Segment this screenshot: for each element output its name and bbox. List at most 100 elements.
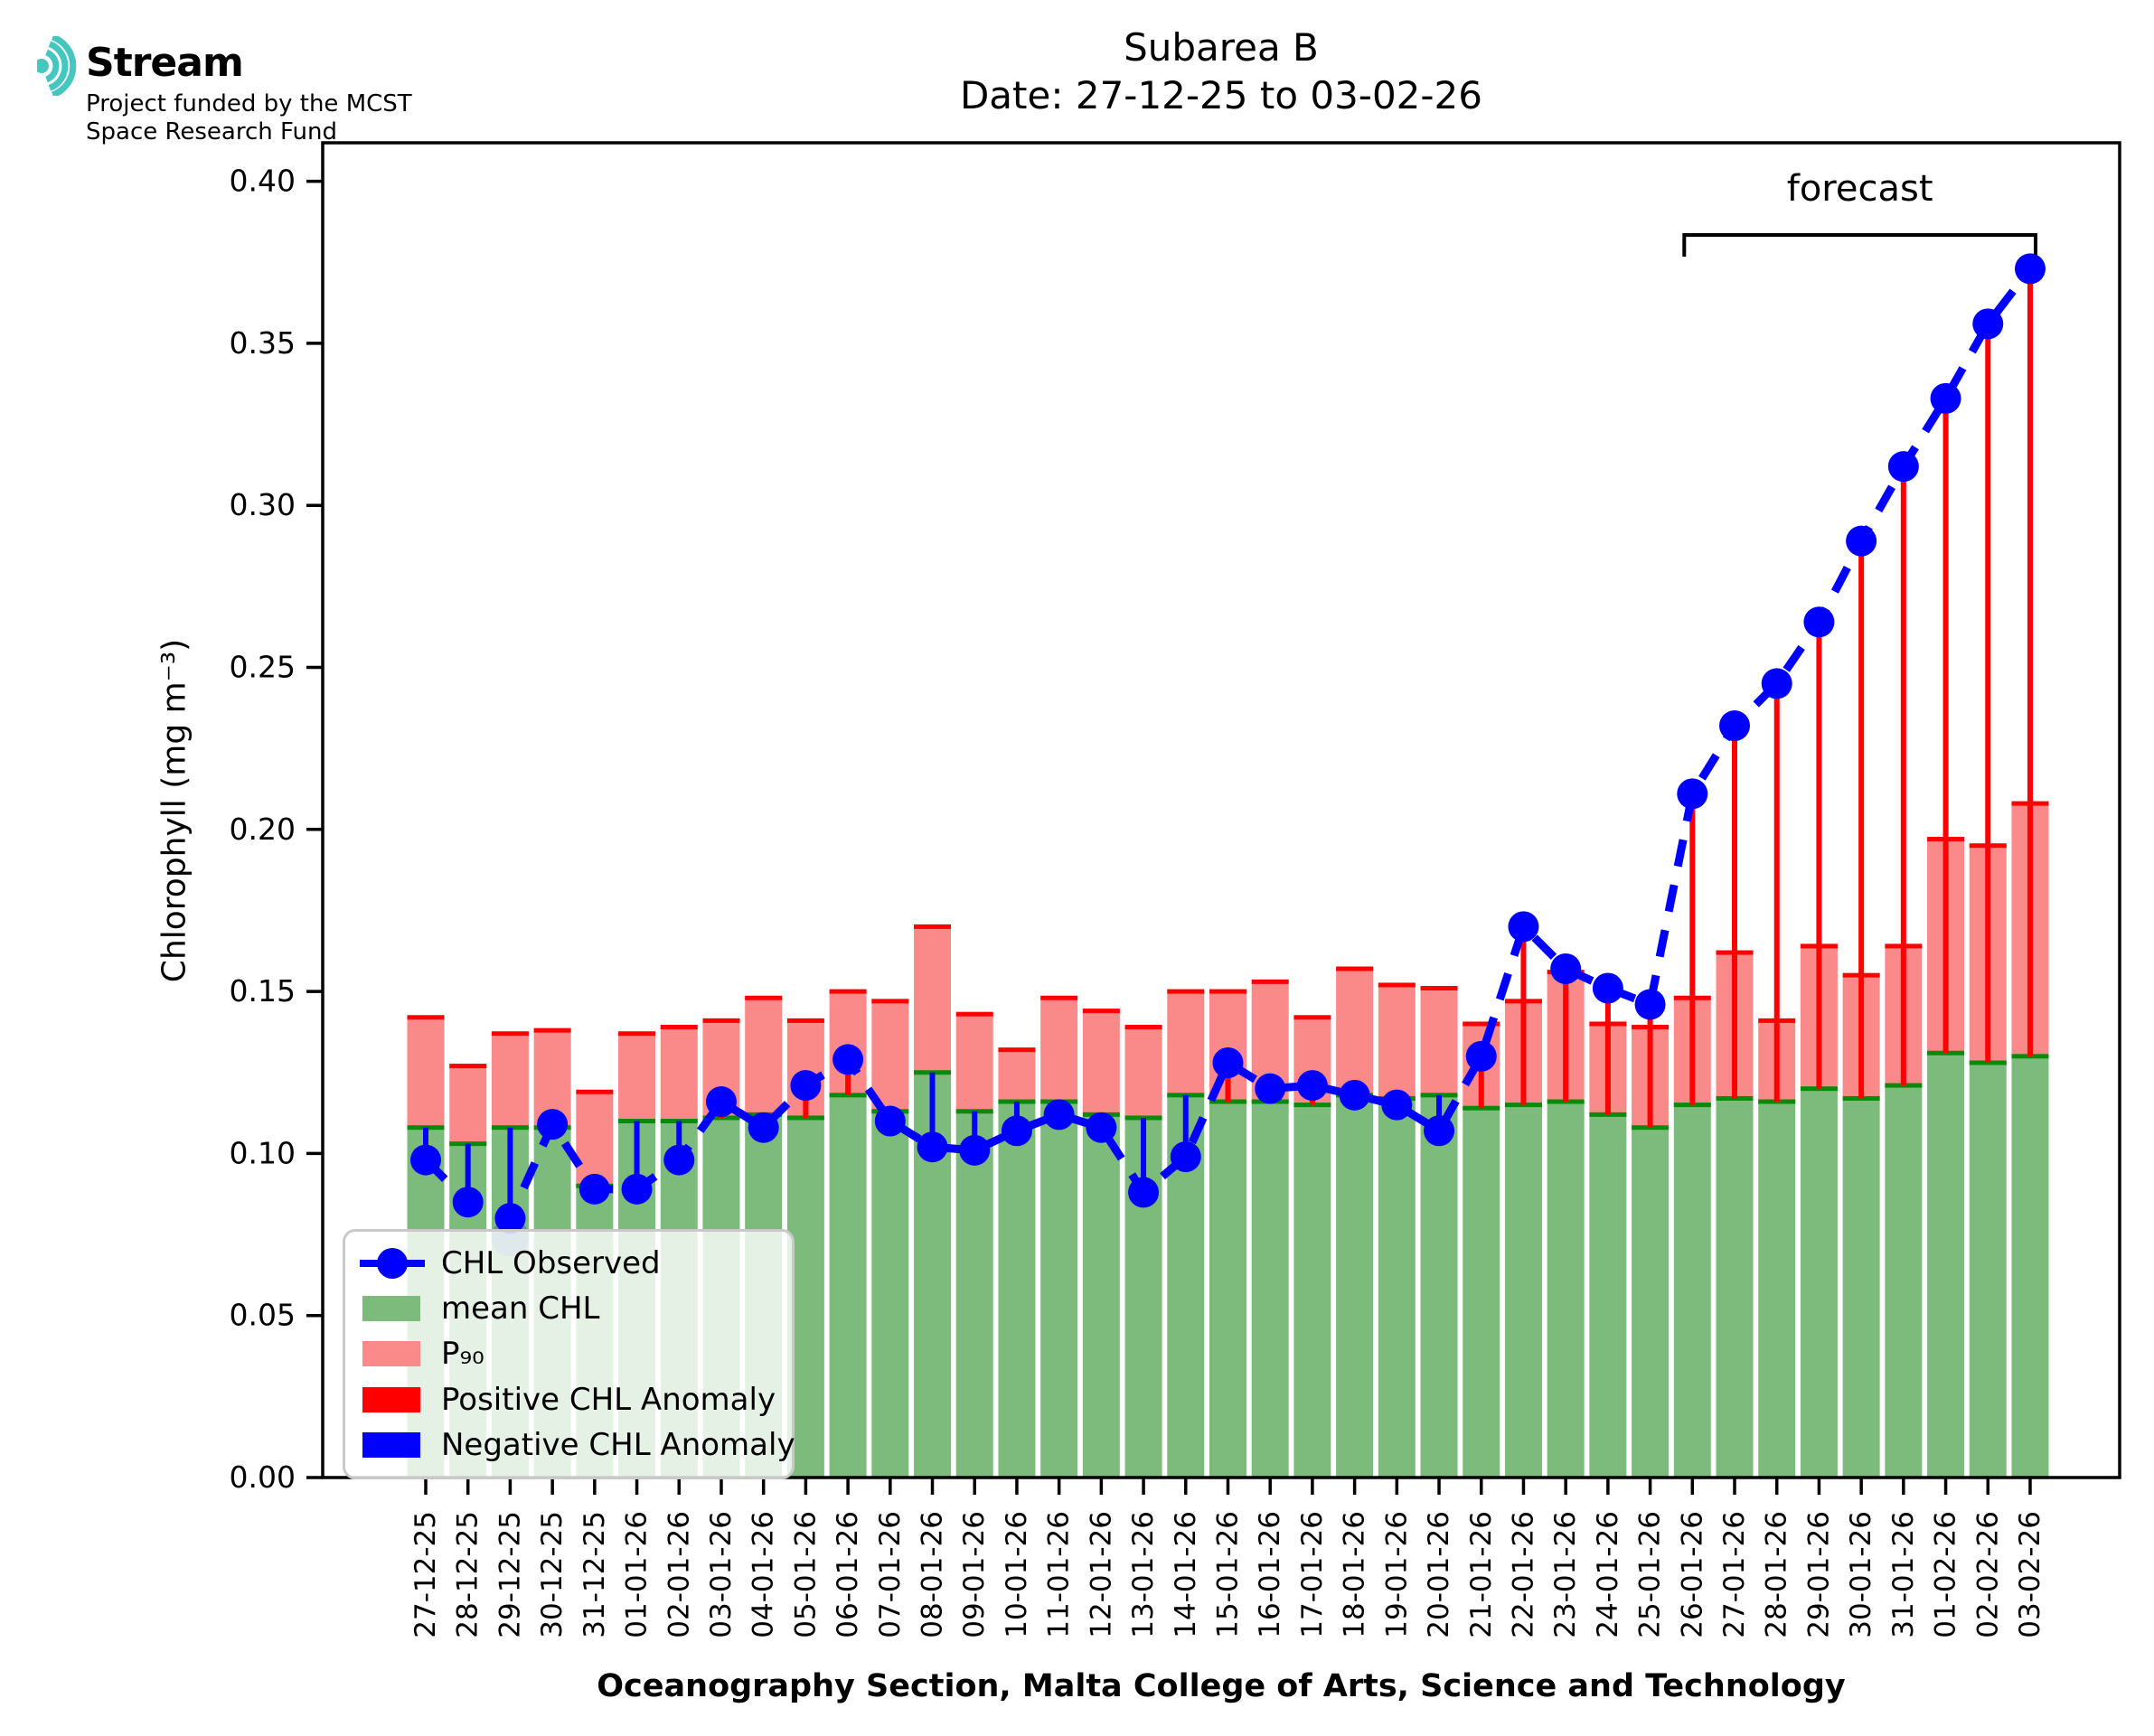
observed-dot [790, 1070, 822, 1102]
x-tick-label: 27-01-26 [1718, 1511, 1751, 1638]
p90-cap [1463, 1021, 1500, 1027]
forecast-bracket [1682, 233, 2037, 257]
x-tick-label: 03-01-26 [705, 1511, 738, 1638]
x-tick-label: 17-01-26 [1296, 1511, 1329, 1638]
bar-p90 [491, 1033, 529, 1128]
x-tick-label: 16-01-26 [1254, 1511, 1286, 1638]
legend-line-dot-swatch [360, 1248, 425, 1280]
x-tick-label: 31-01-26 [1887, 1511, 1920, 1638]
observed-dot [748, 1112, 779, 1143]
bar-p90 [1082, 1010, 1120, 1115]
y-tick-label: 0.00 [230, 1459, 296, 1495]
x-tick-label: 01-01-26 [621, 1511, 654, 1638]
p90-cap [786, 1018, 824, 1023]
observed-line [422, 266, 2034, 1224]
bar-mean [871, 1111, 909, 1478]
observed-dot [917, 1131, 948, 1163]
legend-item: Negative CHL Anomaly [360, 1427, 795, 1463]
bar-p90 [1167, 991, 1205, 1095]
observed-dot [1255, 1073, 1286, 1104]
x-tick-label: 19-01-26 [1380, 1511, 1413, 1638]
observed-dot [705, 1086, 737, 1118]
bar-mean [1842, 1098, 1880, 1478]
y-tick-label: 0.20 [230, 812, 296, 847]
observed-dot [1424, 1115, 1455, 1147]
bar-p90 [449, 1065, 487, 1144]
bar-p90 [745, 998, 783, 1115]
bar-mean [1589, 1114, 1627, 1478]
p90-cap [1378, 982, 1416, 988]
x-tick-label: 02-01-26 [663, 1511, 695, 1638]
observed-dot [1761, 668, 1792, 699]
x-tick-label: 28-12-25 [452, 1511, 484, 1638]
x-tick-label: 24-01-26 [1592, 1511, 1624, 1638]
forecast-label: forecast [1787, 168, 1933, 210]
plot-border [321, 141, 2121, 1479]
bar-mean [1420, 1094, 1458, 1478]
legend-label: Positive CHL Anomaly [441, 1381, 776, 1418]
p90-cap [1040, 995, 1078, 1000]
observed-dot [959, 1134, 991, 1166]
legend-patch-swatch [360, 1295, 425, 1322]
legend-dot [377, 1248, 408, 1280]
observed-dot [1001, 1115, 1032, 1147]
bar-mean [1082, 1114, 1120, 1478]
observed-dot [1592, 972, 1623, 1004]
bar-p90 [660, 1027, 698, 1121]
legend-color-patch [362, 1296, 420, 1322]
x-tick-label: 30-01-26 [1845, 1511, 1877, 1638]
legend-label: CHL Observed [441, 1245, 661, 1282]
legend-item: Positive CHL Anomaly [360, 1382, 786, 1418]
x-tick-label: 25-01-26 [1634, 1511, 1667, 1638]
observed-dot [1128, 1177, 1160, 1208]
x-tick-label: 29-12-25 [494, 1511, 526, 1638]
bar-mean [1547, 1102, 1585, 1478]
observed-dot [1043, 1099, 1075, 1131]
legend-label: P₉₀ [441, 1336, 484, 1373]
observed-dot [1212, 1046, 1244, 1078]
bar-mean [1927, 1053, 1965, 1478]
observed-dot [832, 1044, 864, 1075]
p90-cap [449, 1064, 487, 1069]
page-subtitle: Date: 27-12-25 to 03-02-26 [959, 73, 1483, 117]
bar-mean [1293, 1104, 1331, 1478]
bar-mean [1716, 1098, 1754, 1478]
bar-p90 [407, 1017, 445, 1128]
x-tick-label: 22-01-26 [1507, 1511, 1539, 1638]
x-tick-label: 01-02-26 [1930, 1511, 1962, 1638]
legend-patch-swatch [360, 1340, 425, 1367]
p90-cap [618, 1031, 656, 1037]
x-tick-label: 26-01-26 [1676, 1511, 1708, 1638]
x-tick-label: 30-12-25 [536, 1511, 569, 1638]
x-tick-label: 09-01-26 [958, 1511, 991, 1638]
bar-p90 [618, 1033, 656, 1121]
observed-dot [1550, 952, 1582, 984]
observed-dot [537, 1109, 569, 1140]
observed-dot [1465, 1040, 1497, 1072]
x-tick-label: 02-02-26 [1971, 1511, 2004, 1638]
p90-cap [1209, 989, 1246, 994]
p90-cap [1336, 966, 1374, 971]
x-tick-label: 07-01-26 [874, 1511, 907, 1638]
p90-cap [702, 1018, 740, 1023]
x-tick-label: 23-01-26 [1549, 1511, 1582, 1638]
legend-color-patch [362, 1431, 420, 1458]
p90-cap [1082, 1009, 1120, 1014]
legend-item: CHL Observed [360, 1245, 786, 1281]
x-tick-label: 29-01-26 [1802, 1511, 1835, 1638]
bar-p90 [1124, 1027, 1162, 1118]
observed-dot [1170, 1140, 1201, 1172]
x-tick-label: 20-01-26 [1423, 1511, 1455, 1638]
x-tick-label: 12-01-26 [1085, 1511, 1117, 1638]
x-axis-label: Oceanography Section, Malta College of A… [597, 1668, 1846, 1704]
bar-mean [1800, 1088, 1838, 1478]
logo-subtitle-line2: Space Research Fund [86, 118, 338, 145]
legend-patch-swatch [360, 1386, 425, 1413]
bar-p90 [1336, 968, 1374, 1095]
observed-dot [1930, 382, 1961, 414]
x-tick-label: 28-01-26 [1761, 1511, 1793, 1638]
observed-dot [874, 1105, 906, 1137]
logo-subtitle-line1: Project funded by the MCST [86, 90, 412, 117]
p90-cap [576, 1089, 614, 1094]
p90-cap [1251, 979, 1289, 984]
